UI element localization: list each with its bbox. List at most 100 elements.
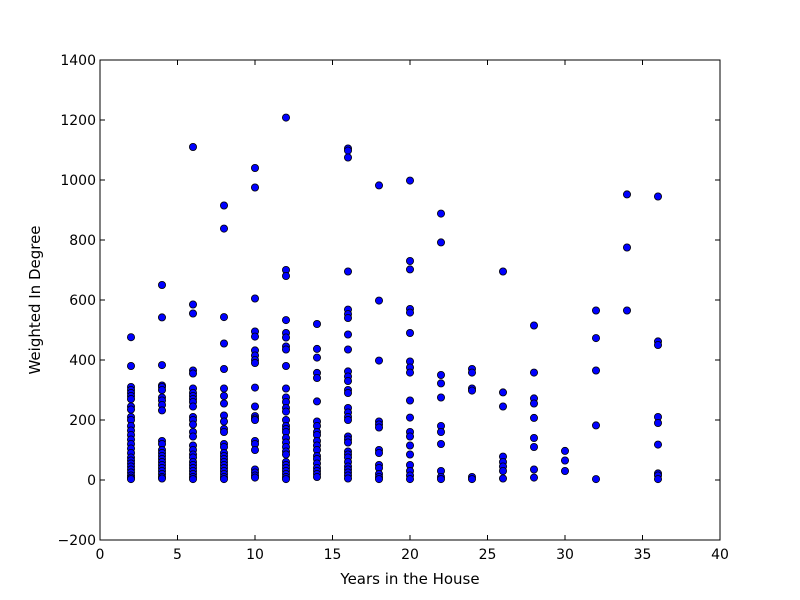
data-point	[405, 413, 414, 422]
data-point	[592, 421, 601, 430]
data-point	[188, 309, 197, 318]
data-point	[127, 475, 136, 484]
data-point	[467, 475, 476, 484]
data-point	[654, 475, 663, 484]
data-point	[281, 361, 290, 370]
x-tick-label: 40	[711, 547, 729, 563]
data-point	[127, 405, 136, 414]
data-point	[312, 373, 321, 382]
data-point	[343, 313, 352, 322]
data-point	[498, 388, 507, 397]
data-point	[343, 415, 352, 424]
data-point	[374, 423, 383, 432]
data-point	[530, 465, 539, 474]
x-tick-label: 10	[246, 547, 264, 563]
data-point	[219, 224, 228, 233]
data-point	[188, 475, 197, 484]
data-point	[654, 440, 663, 449]
y-tick-label: 1400	[60, 53, 96, 69]
data-point	[592, 366, 601, 375]
data-point	[374, 475, 383, 484]
x-tick-label: 20	[401, 547, 419, 563]
data-point	[219, 391, 228, 400]
data-point	[219, 417, 228, 426]
data-point	[405, 176, 414, 185]
data-point	[343, 330, 352, 339]
y-tick-label: 1200	[60, 113, 96, 129]
y-tick-label: 400	[69, 353, 96, 369]
x-tick-label: 15	[324, 547, 342, 563]
data-point	[157, 313, 166, 322]
data-point	[405, 432, 414, 441]
data-point	[405, 396, 414, 405]
data-point	[219, 475, 228, 484]
x-tick-label: 25	[479, 547, 497, 563]
data-point	[157, 361, 166, 370]
data-point	[188, 369, 197, 378]
data-point	[250, 358, 259, 367]
data-point	[530, 399, 539, 408]
data-point	[498, 466, 507, 475]
data-point	[281, 407, 290, 416]
data-point	[405, 450, 414, 459]
data-point	[374, 181, 383, 190]
data-point	[530, 368, 539, 377]
data-point	[498, 402, 507, 411]
data-point	[312, 344, 321, 353]
data-point	[436, 427, 445, 436]
data-point	[127, 333, 136, 342]
data-point	[219, 399, 228, 408]
data-point	[374, 296, 383, 305]
data-point	[343, 438, 352, 447]
data-point	[623, 306, 632, 315]
data-point	[405, 441, 414, 450]
data-point	[343, 153, 352, 162]
data-point	[530, 321, 539, 330]
data-point	[405, 475, 414, 484]
data-point	[530, 433, 539, 442]
data-point	[343, 146, 352, 155]
data-point	[250, 402, 259, 411]
data-point	[405, 308, 414, 317]
x-tick-label: 30	[556, 547, 574, 563]
data-point	[157, 474, 166, 483]
data-point	[219, 364, 228, 373]
y-tick-label: 200	[69, 413, 96, 429]
data-point	[281, 450, 290, 459]
x-tick-label: 5	[173, 547, 182, 563]
y-axis-label: Weighted In Degree	[26, 225, 44, 374]
data-point	[374, 448, 383, 457]
data-point	[405, 328, 414, 337]
data-point	[219, 427, 228, 436]
data-point	[405, 368, 414, 377]
data-point	[561, 456, 570, 465]
data-point	[343, 345, 352, 354]
data-point	[250, 415, 259, 424]
y-tick-label: 0	[87, 473, 96, 489]
y-tick-label: −200	[58, 533, 96, 549]
data-point	[405, 265, 414, 274]
data-point	[157, 280, 166, 289]
data-point	[654, 340, 663, 349]
data-point	[654, 418, 663, 427]
data-point	[312, 319, 321, 328]
data-point	[281, 113, 290, 122]
data-point	[436, 475, 445, 484]
data-point	[188, 402, 197, 411]
data-point	[530, 442, 539, 451]
data-point	[561, 446, 570, 455]
data-point	[561, 466, 570, 475]
y-tick-label: 1000	[60, 173, 96, 189]
data-point	[219, 201, 228, 210]
data-point	[436, 379, 445, 388]
plot-background	[100, 60, 720, 540]
data-point	[343, 474, 352, 483]
x-tick-label: 0	[96, 547, 105, 563]
data-point	[343, 267, 352, 276]
data-point	[312, 397, 321, 406]
x-axis-ticks: 0 5 10 15 20 25 30 35 40	[96, 60, 729, 563]
y-tick-label: 800	[69, 233, 96, 249]
data-points	[127, 113, 663, 484]
data-point	[436, 393, 445, 402]
